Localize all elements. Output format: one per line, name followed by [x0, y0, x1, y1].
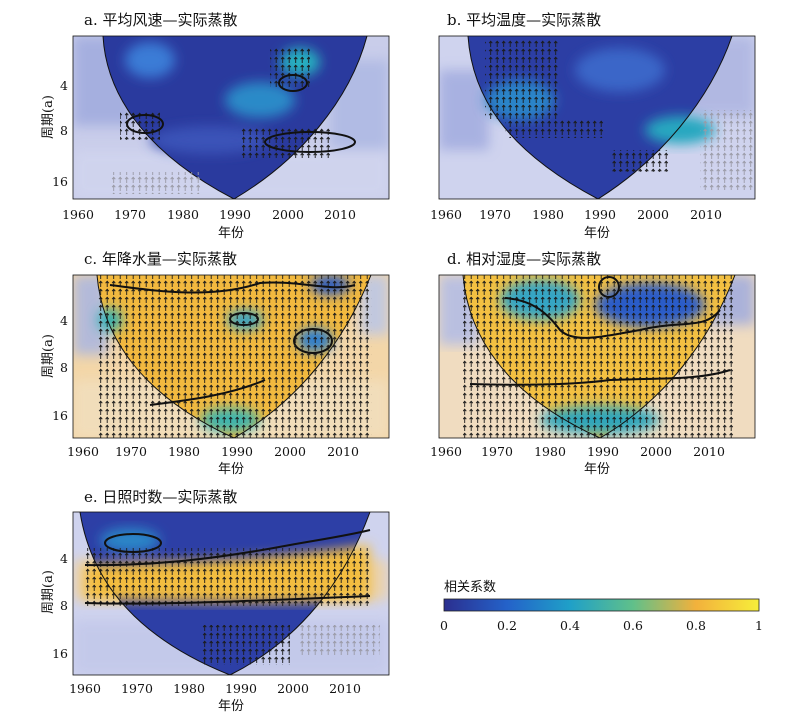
panel-c: c. 年降水量—实际蒸散: [41, 250, 390, 477]
panel-b-xtick: 1970: [479, 207, 511, 222]
panel-d-xlabel: 年份: [584, 462, 610, 477]
panel-e-ylabel: 周期(a): [41, 570, 56, 614]
panel-e-plot: [73, 512, 389, 675]
panel-e-ytick: 16: [52, 646, 68, 661]
panel-a-ytick: 8: [60, 123, 68, 138]
panel-b-xtick: 1990: [584, 207, 616, 222]
panel-a-xtick: 1990: [219, 207, 251, 222]
colorbar-tick: 1: [755, 618, 763, 633]
panel-e-xtick: 1990: [225, 681, 257, 696]
panel-c-xtick: 2010: [327, 444, 359, 459]
panel-b-xtick: 2010: [690, 207, 722, 222]
panel-b-xtick: 2000: [637, 207, 669, 222]
panel-d: d. 相对湿度—实际蒸散 1960 1970 1980 1: [430, 250, 756, 477]
panel-e-xtick: 1980: [173, 681, 205, 696]
panel-c-ytick: 8: [60, 360, 68, 375]
panel-e-ytick: 4: [60, 551, 68, 566]
panel-c-xtick: 1960: [67, 444, 99, 459]
panel-c-xtick: 1970: [115, 444, 147, 459]
panel-d-xtick: 1970: [481, 444, 513, 459]
panel-b-plot: [439, 36, 755, 199]
panel-a-title: a. 平均风速—实际蒸散: [84, 11, 237, 29]
panel-e-xlabel: 年份: [218, 699, 244, 714]
panel-a-xlabel: 年份: [218, 226, 244, 241]
panel-a-xtick: 2010: [324, 207, 356, 222]
panel-c-xtick: 1990: [221, 444, 253, 459]
panel-c-xlabel: 年份: [218, 462, 244, 477]
colorbar-tick: 0: [440, 618, 448, 633]
panel-a-plot: [73, 36, 389, 199]
colorbar-tick: 0.4: [560, 618, 580, 633]
panel-d-title: d. 相对湿度—实际蒸散: [447, 250, 601, 268]
panel-a-ylabel: 周期(a): [41, 95, 56, 139]
panel-b-xtick: 1960: [430, 207, 462, 222]
panel-c-xtick: 2000: [274, 444, 306, 459]
colorbar-tick: 0.2: [497, 618, 517, 633]
panel-b: b. 平均温度—实际蒸散 1960 1970 1980 1: [430, 11, 756, 241]
panel-a-xtick: 1960: [62, 207, 94, 222]
colorbar: 相关系数 0 0.2 0.4 0.6 0.8 1: [440, 580, 763, 633]
panel-a: a. 平均风速—实际蒸散: [41, 11, 390, 241]
panel-c-ylabel: 周期(a): [41, 334, 56, 378]
panel-a-ytick: 16: [52, 174, 68, 189]
colorbar-gradient: [443, 598, 760, 612]
panel-b-title: b. 平均温度—实际蒸散: [447, 11, 601, 29]
panel-b-xtick: 1980: [532, 207, 564, 222]
panel-a-xtick: 1970: [114, 207, 146, 222]
panel-a-xtick: 2000: [272, 207, 304, 222]
panel-a-ytick: 4: [60, 78, 68, 93]
panel-e-xtick: 2000: [277, 681, 309, 696]
panel-d-plot: [439, 275, 755, 438]
panel-c-ytick: 16: [52, 408, 68, 423]
colorbar-title: 相关系数: [444, 580, 496, 595]
panel-d-xtick: 2000: [640, 444, 672, 459]
panel-e-title: e. 日照时数—实际蒸散: [84, 488, 237, 506]
panel-c-xtick: 1980: [168, 444, 200, 459]
panel-c-ytick: 4: [60, 313, 68, 328]
panel-d-xtick: 1990: [587, 444, 619, 459]
panel-e-ytick: 8: [60, 598, 68, 613]
panel-e-xtick: 1970: [121, 681, 153, 696]
panel-c-plot: [73, 275, 389, 438]
panel-b-xlabel: 年份: [584, 226, 610, 241]
panel-e-xtick: 2010: [329, 681, 361, 696]
panel-c-title: c. 年降水量—实际蒸散: [84, 250, 237, 268]
panel-a-xtick: 1980: [167, 207, 199, 222]
panel-d-xtick: 2010: [693, 444, 725, 459]
panel-e: e. 日照时数—实际蒸散 4 8 16 1960: [41, 488, 390, 714]
panel-e-xtick: 1960: [69, 681, 101, 696]
panel-d-xtick: 1960: [430, 444, 462, 459]
colorbar-tick: 0.6: [623, 618, 643, 633]
panel-d-xtick: 1980: [534, 444, 566, 459]
colorbar-tick: 0.8: [686, 618, 706, 633]
